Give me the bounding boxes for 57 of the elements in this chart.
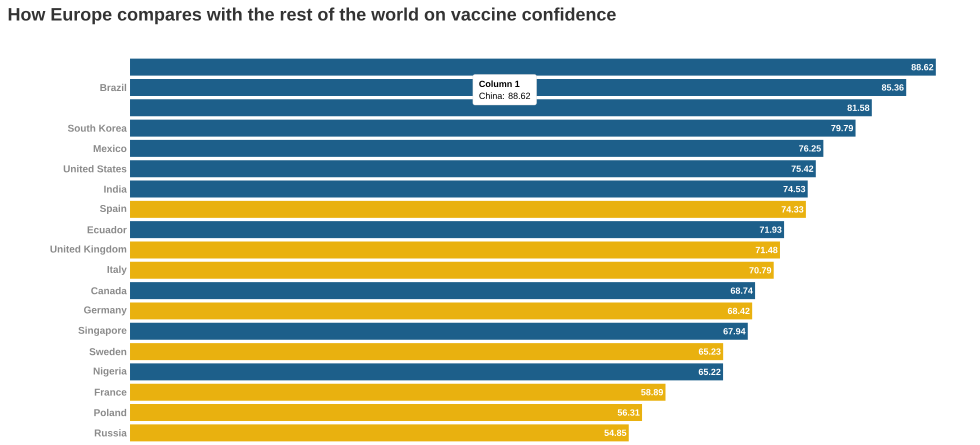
- data-label: 71.93: [760, 226, 782, 233]
- data-label: 76.25: [799, 145, 821, 152]
- bar: [130, 99, 872, 116]
- bar: [130, 384, 666, 401]
- bar: [130, 180, 808, 198]
- annotation: China: 88.62: [479, 92, 530, 100]
- data-label: 70.79: [749, 267, 772, 274]
- data-label: 74.53: [783, 186, 806, 192]
- bar: [130, 343, 724, 360]
- data-label: 85.36: [882, 84, 904, 91]
- y-tick-label: Ecuador: [88, 226, 127, 234]
- bar: [130, 322, 748, 340]
- data-label: 79.79: [831, 124, 854, 132]
- y-tick-label: Italy: [108, 266, 127, 275]
- bar: [130, 363, 724, 380]
- data-label: 65.23: [698, 348, 721, 355]
- data-label: 65.22: [698, 368, 720, 376]
- bar: [130, 424, 629, 442]
- data-label: 58.89: [641, 389, 663, 396]
- data-label: 88.62: [911, 64, 934, 70]
- y-tick-label: United Kingdom: [50, 245, 126, 255]
- y-tick-label: Brazil: [100, 84, 126, 92]
- data-label: 68.42: [728, 308, 750, 314]
- y-tick-label: United States: [64, 165, 126, 172]
- y-tick-label: Mexico: [94, 144, 126, 152]
- y-tick-label: Spain: [100, 204, 126, 214]
- bar: [130, 221, 784, 238]
- y-tick-label: South Korea: [68, 124, 127, 132]
- y-tick-label: Poland: [94, 408, 126, 416]
- data-label: 81.58: [847, 104, 870, 111]
- y-tick-label: Nigeria: [94, 367, 127, 377]
- bar: [130, 302, 752, 320]
- data-label: 54.85: [604, 430, 626, 436]
- data-label: 74.33: [782, 206, 804, 213]
- y-tick-label: Sweden: [89, 348, 126, 356]
- y-tick-label: France: [94, 388, 126, 396]
- data-label: 56.31: [618, 409, 640, 416]
- y-tick-label: Germany: [84, 306, 127, 316]
- data-label: 71.48: [756, 246, 778, 254]
- data-label: 68.74: [730, 287, 753, 294]
- bar: [130, 140, 824, 157]
- bar: [130, 200, 806, 218]
- bar: [130, 282, 756, 300]
- bar: [130, 262, 774, 279]
- data-label: 75.42: [792, 166, 814, 172]
- bar: [130, 241, 780, 258]
- y-tick-label: India: [104, 185, 127, 193]
- y-tick-label: Canada: [91, 286, 127, 294]
- chart-title: How Europe compares with the rest of the world on vaccine confidence: [8, 8, 616, 24]
- bar: [130, 404, 642, 422]
- y-tick-label: Singapore: [78, 326, 126, 336]
- y-tick-label: Russia: [94, 429, 127, 436]
- bar: [130, 58, 936, 76]
- bar: [130, 160, 816, 178]
- bar: [130, 120, 856, 137]
- data-label: 67.94: [723, 328, 746, 334]
- annotation: Column 1: [479, 80, 520, 88]
